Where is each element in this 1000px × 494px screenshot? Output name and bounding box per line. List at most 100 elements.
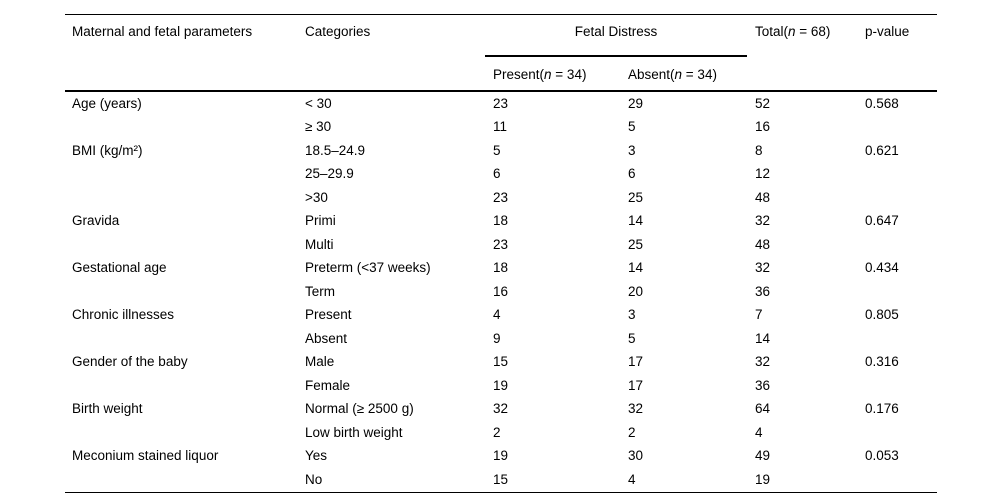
cell-parameter xyxy=(65,280,297,304)
cell-parameter: Gestational age xyxy=(72,260,167,276)
cell-present: 11 xyxy=(493,119,508,135)
cell-parameter xyxy=(65,327,297,351)
cell-total: 32 xyxy=(755,260,771,276)
cell-absent: 32 xyxy=(628,401,644,417)
cell-present: 15 xyxy=(493,471,509,487)
table-row: Female 19 17 36 xyxy=(65,374,937,398)
cell-absent: 17 xyxy=(628,377,644,393)
italic-n: n xyxy=(788,24,796,39)
table-row: BMI (kg/m²) 18.5–24.9 5 3 8 0.621 xyxy=(65,139,937,163)
cell-total: 16 xyxy=(755,119,771,135)
table-row: Birth weight Normal (≥ 2500 g) 32 32 64 0.176 xyxy=(65,398,937,422)
cell-present: 18 xyxy=(493,260,509,276)
cell-p-value xyxy=(857,233,937,257)
cell-absent: 6 xyxy=(628,166,636,182)
cell-category: Low birth weight xyxy=(305,424,403,440)
table-row: Gender of the baby Male 15 17 32 0.316 xyxy=(65,351,937,375)
cell-category: Absent xyxy=(305,330,348,346)
cell-total: 48 xyxy=(755,236,771,252)
cell-total: 7 xyxy=(755,307,763,323)
column-header-parameters: Maternal and fetal parameters xyxy=(72,24,253,39)
cell-absent: 14 xyxy=(628,213,644,229)
cell-category: 25–29.9 xyxy=(305,166,354,182)
cell-p-value: 0.053 xyxy=(865,448,899,464)
cell-total: 32 xyxy=(755,213,771,229)
header-row-2: Present(n = 34) Absent(n = 34) xyxy=(65,56,937,91)
column-header-fetal-distress: Fetal Distress xyxy=(485,14,747,57)
table-row: Gravida Primi 18 14 32 0.647 xyxy=(65,210,937,234)
table-row: Meconium stained liquor Yes 19 30 49 0.053 xyxy=(65,445,937,469)
table-row: No 15 4 19 xyxy=(65,468,937,492)
cell-absent: 3 xyxy=(628,307,636,323)
cell-p-value xyxy=(857,327,937,351)
cell-p-value: 0.621 xyxy=(865,142,899,158)
cell-p-value: 0.434 xyxy=(865,260,899,276)
table-row: Multi 23 25 48 xyxy=(65,233,937,257)
cell-category: 18.5–24.9 xyxy=(305,142,366,158)
cell-present: 23 xyxy=(493,236,509,252)
cell-p-value: 0.176 xyxy=(865,401,899,417)
cell-absent: 17 xyxy=(628,354,644,370)
cell-present: 4 xyxy=(493,307,501,323)
cell-present: 6 xyxy=(493,166,501,182)
table-row: Gestational age Preterm (<37 weeks) 18 14 32… xyxy=(65,257,937,281)
cell-absent: 5 xyxy=(628,330,636,346)
cell-present: 5 xyxy=(493,142,501,158)
cell-total: 19 xyxy=(755,471,771,487)
cell-p-value xyxy=(857,280,937,304)
cell-absent: 14 xyxy=(628,260,644,276)
cell-parameter: BMI (kg/m²) xyxy=(72,142,143,158)
cell-category: < 30 xyxy=(305,95,332,111)
table-header: Maternal and fetal parameters Categories… xyxy=(65,14,937,91)
cell-parameter xyxy=(65,163,297,187)
table-body: Age (years) < 30 23 29 52 0.568 ≥ 30 11 5 16 BMI (… xyxy=(65,91,937,492)
cell-parameter: Gravida xyxy=(72,213,120,229)
table-row: Absent 9 5 14 xyxy=(65,327,937,351)
table-row: 25–29.9 6 6 12 xyxy=(65,163,937,187)
cell-present: 15 xyxy=(493,354,509,370)
cell-parameter: Gender of the baby xyxy=(72,354,188,370)
cell-total: 14 xyxy=(755,330,771,346)
cell-total: 4 xyxy=(755,424,763,440)
cell-p-value xyxy=(857,421,937,445)
cell-present: 19 xyxy=(493,377,509,393)
cell-parameter xyxy=(65,374,297,398)
cell-parameter xyxy=(65,468,297,492)
cell-parameter xyxy=(65,421,297,445)
cell-present: 18 xyxy=(493,213,509,229)
header-row-1: Maternal and fetal parameters Categories… xyxy=(65,14,937,57)
column-header-absent: Absent(n = 34) xyxy=(628,66,717,82)
cell-present: 9 xyxy=(493,330,501,346)
cell-total: 36 xyxy=(755,377,771,393)
cell-p-value: 0.316 xyxy=(865,354,899,370)
table-row: Chronic illnesses Present 4 3 7 0.805 xyxy=(65,304,937,328)
cell-parameter xyxy=(65,186,297,210)
cell-category: Male xyxy=(305,354,335,370)
cell-p-value: 0.805 xyxy=(865,307,899,323)
column-header-categories: Categories xyxy=(305,24,371,39)
table-row: Low birth weight 2 2 4 xyxy=(65,421,937,445)
cell-absent: 25 xyxy=(628,189,644,205)
cell-absent: 20 xyxy=(628,283,644,299)
cell-parameter xyxy=(65,233,297,257)
cell-p-value: 0.647 xyxy=(865,213,899,229)
cell-total: 52 xyxy=(755,95,771,111)
cell-absent: 25 xyxy=(628,236,644,252)
cell-category: Yes xyxy=(305,448,328,464)
cell-present: 32 xyxy=(493,401,509,417)
cell-total: 64 xyxy=(755,401,771,417)
column-header-p-value: p-value xyxy=(865,24,910,39)
cell-category: Multi xyxy=(305,236,334,252)
table-row: Age (years) < 30 23 29 52 0.568 xyxy=(65,91,937,116)
cell-present: 16 xyxy=(493,283,509,299)
cell-p-value xyxy=(857,374,937,398)
cell-present: 23 xyxy=(493,95,509,111)
italic-n: n xyxy=(674,66,683,82)
cell-parameter: Meconium stained liquor xyxy=(72,448,219,464)
column-header-present: Present(n = 34) xyxy=(493,66,587,82)
table-row: >30 23 25 48 xyxy=(65,186,937,210)
cell-absent: 3 xyxy=(628,142,636,158)
cell-p-value xyxy=(857,163,937,187)
cell-total: 36 xyxy=(755,283,771,299)
table-row: ≥ 30 11 5 16 xyxy=(65,116,937,140)
